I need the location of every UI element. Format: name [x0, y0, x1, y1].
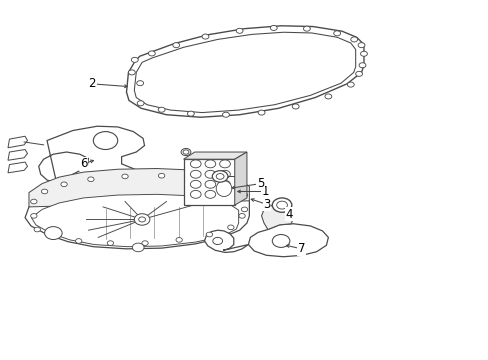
- Circle shape: [31, 213, 37, 218]
- Text: 1: 1: [261, 185, 269, 198]
- Circle shape: [355, 71, 362, 76]
- Text: 3: 3: [263, 198, 270, 211]
- Circle shape: [241, 207, 247, 212]
- Polygon shape: [8, 149, 27, 160]
- Circle shape: [276, 201, 287, 209]
- Ellipse shape: [216, 181, 231, 197]
- Circle shape: [190, 180, 201, 188]
- Circle shape: [87, 177, 94, 181]
- Text: 4: 4: [285, 208, 292, 221]
- Polygon shape: [234, 152, 246, 205]
- Polygon shape: [134, 32, 355, 113]
- Circle shape: [158, 107, 164, 112]
- Circle shape: [216, 174, 224, 179]
- Polygon shape: [204, 230, 248, 252]
- Circle shape: [241, 193, 247, 197]
- Circle shape: [190, 190, 201, 198]
- Polygon shape: [8, 162, 27, 173]
- Circle shape: [190, 170, 201, 178]
- Circle shape: [107, 241, 113, 246]
- Circle shape: [204, 180, 215, 188]
- Circle shape: [137, 101, 144, 106]
- Circle shape: [132, 243, 144, 252]
- Circle shape: [325, 94, 331, 99]
- Circle shape: [222, 112, 229, 117]
- Circle shape: [212, 237, 222, 244]
- Circle shape: [202, 34, 208, 39]
- Circle shape: [219, 170, 230, 178]
- Circle shape: [191, 176, 198, 180]
- Circle shape: [272, 234, 289, 247]
- Circle shape: [187, 111, 194, 116]
- Circle shape: [172, 42, 179, 48]
- Polygon shape: [25, 183, 249, 249]
- Circle shape: [233, 186, 240, 191]
- Polygon shape: [248, 224, 328, 257]
- Circle shape: [51, 234, 58, 238]
- Circle shape: [358, 63, 365, 68]
- Circle shape: [75, 239, 81, 243]
- Circle shape: [272, 198, 291, 212]
- Circle shape: [181, 148, 190, 156]
- Circle shape: [292, 104, 299, 109]
- Polygon shape: [183, 152, 246, 159]
- Circle shape: [346, 82, 353, 87]
- Circle shape: [41, 189, 48, 194]
- Circle shape: [128, 70, 135, 75]
- Circle shape: [44, 226, 62, 239]
- Polygon shape: [39, 126, 144, 192]
- Circle shape: [148, 51, 155, 56]
- Circle shape: [239, 213, 244, 218]
- Text: 7: 7: [297, 242, 305, 255]
- Circle shape: [206, 232, 212, 237]
- Polygon shape: [183, 159, 234, 205]
- Polygon shape: [126, 26, 363, 117]
- Circle shape: [212, 171, 227, 182]
- Circle shape: [236, 28, 243, 33]
- Text: 6: 6: [80, 157, 87, 170]
- Circle shape: [61, 182, 67, 186]
- Circle shape: [216, 180, 222, 185]
- Circle shape: [303, 26, 310, 31]
- Polygon shape: [29, 168, 249, 207]
- Circle shape: [183, 150, 188, 154]
- Text: 2: 2: [88, 77, 96, 90]
- Polygon shape: [31, 194, 238, 247]
- Circle shape: [131, 57, 138, 62]
- Circle shape: [142, 241, 148, 246]
- Circle shape: [360, 51, 366, 56]
- Circle shape: [93, 132, 118, 149]
- Circle shape: [139, 217, 145, 222]
- Circle shape: [190, 160, 201, 168]
- Circle shape: [176, 238, 182, 242]
- Circle shape: [204, 160, 215, 168]
- Circle shape: [31, 199, 37, 204]
- Circle shape: [204, 170, 215, 178]
- Circle shape: [122, 174, 128, 179]
- Circle shape: [158, 174, 164, 178]
- Circle shape: [333, 31, 340, 36]
- Text: 5: 5: [256, 177, 264, 190]
- Circle shape: [137, 81, 143, 86]
- Circle shape: [270, 26, 277, 31]
- Circle shape: [219, 160, 230, 168]
- Polygon shape: [8, 136, 27, 148]
- Polygon shape: [261, 205, 293, 229]
- Circle shape: [134, 214, 150, 225]
- Circle shape: [350, 37, 357, 42]
- Circle shape: [258, 110, 264, 115]
- Circle shape: [357, 42, 364, 48]
- Circle shape: [34, 227, 41, 232]
- Circle shape: [219, 180, 230, 188]
- Circle shape: [204, 190, 215, 198]
- Circle shape: [227, 225, 234, 230]
